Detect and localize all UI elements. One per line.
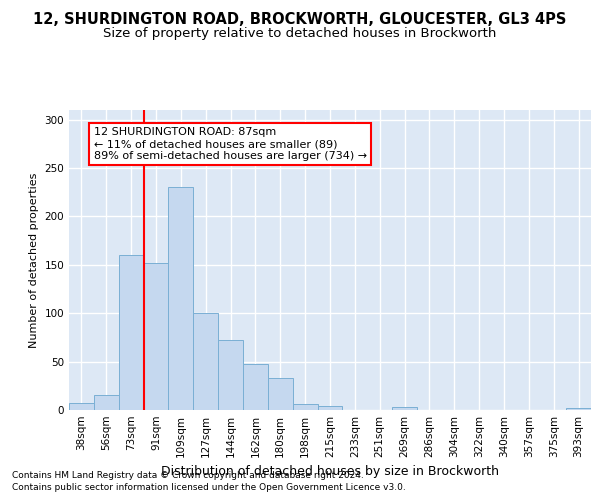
Bar bbox=[193, 313, 218, 410]
Bar bbox=[143, 263, 169, 410]
Text: Contains HM Land Registry data © Crown copyright and database right 2024.: Contains HM Land Registry data © Crown c… bbox=[12, 471, 364, 480]
Text: 12 SHURDINGTON ROAD: 87sqm
← 11% of detached houses are smaller (89)
89% of semi: 12 SHURDINGTON ROAD: 87sqm ← 11% of deta… bbox=[94, 128, 367, 160]
Bar bbox=[566, 408, 591, 410]
Bar bbox=[218, 340, 243, 410]
Bar bbox=[119, 255, 143, 410]
Bar bbox=[243, 364, 268, 410]
Bar bbox=[169, 188, 193, 410]
Bar bbox=[268, 378, 293, 410]
Y-axis label: Number of detached properties: Number of detached properties bbox=[29, 172, 39, 348]
Bar bbox=[293, 404, 317, 410]
Bar bbox=[317, 406, 343, 410]
Text: Contains public sector information licensed under the Open Government Licence v3: Contains public sector information licen… bbox=[12, 484, 406, 492]
Bar bbox=[392, 407, 417, 410]
Text: 12, SHURDINGTON ROAD, BROCKWORTH, GLOUCESTER, GL3 4PS: 12, SHURDINGTON ROAD, BROCKWORTH, GLOUCE… bbox=[34, 12, 566, 28]
Text: Size of property relative to detached houses in Brockworth: Size of property relative to detached ho… bbox=[103, 28, 497, 40]
Bar bbox=[69, 403, 94, 410]
Bar bbox=[94, 394, 119, 410]
X-axis label: Distribution of detached houses by size in Brockworth: Distribution of detached houses by size … bbox=[161, 466, 499, 478]
